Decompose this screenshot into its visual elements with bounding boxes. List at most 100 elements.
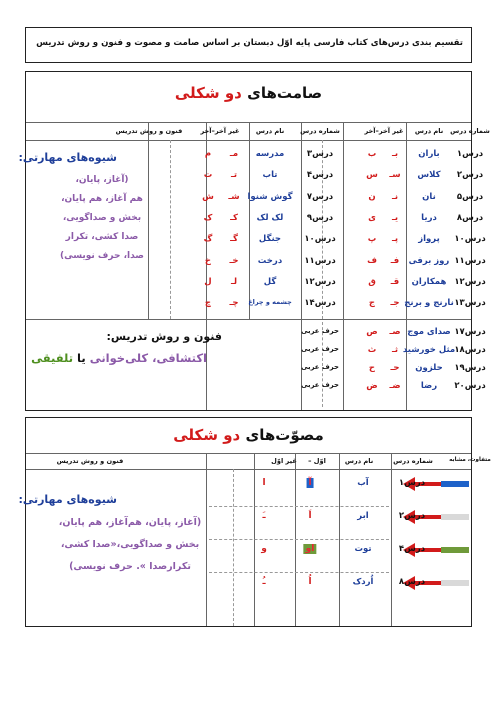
consonant-form-nonfinal: بـ bbox=[391, 149, 399, 159]
consonant-lesson-number: درس۱۸ bbox=[454, 345, 486, 355]
consonant-skill-line: هم آغاز، هم پایان، bbox=[61, 194, 143, 204]
consonant-header: شماره درس bbox=[300, 127, 340, 135]
vowels-title: مصوّت‌های دو شکلی bbox=[26, 426, 471, 444]
consonant-lesson-number: درس۸ bbox=[456, 212, 484, 223]
consonant-form-final: گ bbox=[203, 234, 213, 245]
consonant-form-nonfinal: شـ bbox=[228, 191, 240, 202]
vowel-form-first: اُ bbox=[308, 577, 312, 587]
page-title: تقسیم بندی درس‌های کتاب فارسی پایه اوّل … bbox=[36, 38, 463, 48]
method-part2: یا bbox=[77, 351, 86, 365]
consonant-form-nonfinal: نـ bbox=[391, 191, 399, 202]
consonant-lesson-name: چشمه و چراغ bbox=[248, 298, 292, 307]
consonant-lesson-name: نارنج و برنج bbox=[404, 298, 454, 309]
vowel-form-other: ـَ bbox=[262, 511, 266, 521]
vowel-lesson-name: اُردک bbox=[352, 577, 374, 587]
consonant-form-nonfinal: ثـ bbox=[391, 345, 399, 355]
consonant-form-final: م bbox=[204, 149, 212, 159]
consonant-header: نام درس bbox=[414, 127, 444, 135]
vowels-section: مصوّت‌های دو شکلی bbox=[25, 417, 472, 627]
consonants-title-part2: دو شکلی bbox=[174, 84, 242, 102]
consonant-lesson-name: نان bbox=[422, 191, 436, 202]
consonant-lesson-number: درس۷ bbox=[306, 191, 334, 202]
vowel-lesson-number: درس۴ bbox=[398, 544, 426, 554]
consonant-form-nonfinal: چـ bbox=[229, 298, 239, 309]
consonant-lesson-name: رضا bbox=[420, 381, 438, 391]
vowel-color-bar bbox=[441, 481, 469, 487]
consonant-lesson-name: باران bbox=[418, 149, 440, 159]
arrow-left-icon bbox=[403, 543, 469, 557]
vowel-lesson-number: درس۲ bbox=[398, 511, 426, 521]
vowel-form-other: ـُ bbox=[262, 577, 266, 587]
consonant-lesson-name: کلاس bbox=[417, 170, 441, 181]
consonant-lesson-name: پرواز bbox=[418, 234, 440, 245]
consonant-lesson-number: درس۱ bbox=[456, 149, 484, 159]
consonant-lesson-number: درس۱۱ bbox=[304, 255, 336, 266]
arabic-letter-label: حرف عربی bbox=[301, 345, 339, 353]
vowel-lesson-name: توت bbox=[354, 544, 372, 554]
vowel-skills-title: شیوه‌های مهارتی: bbox=[18, 493, 117, 506]
consonant-lesson-name: گل bbox=[263, 276, 277, 287]
arabic-letter-label: حرف عربی bbox=[301, 381, 339, 389]
consonant-lesson-number: درس۲۰ bbox=[454, 381, 486, 391]
consonant-lesson-name: تاب bbox=[262, 170, 278, 181]
vowel-skill-line: (آغاز، پایان، هم‌آغاز، هم پایان، bbox=[58, 517, 202, 528]
consonant-form-nonfinal: جـ bbox=[390, 298, 400, 309]
consonant-form-nonfinal: پـ bbox=[391, 234, 399, 245]
consonant-lesson-name: دریا bbox=[421, 212, 437, 223]
consonant-form-nonfinal: حـ bbox=[390, 363, 400, 373]
consonant-form-final: ح bbox=[368, 363, 376, 373]
consonant-form-nonfinal: صـ bbox=[389, 327, 401, 337]
method-part1: اکتشافی، کلی‌خوانی bbox=[89, 351, 207, 365]
vowels-title-part2: دو شکلی bbox=[173, 426, 241, 444]
consonant-form-nonfinal: گـ bbox=[230, 234, 238, 245]
consonant-lesson-name: حلزون bbox=[415, 363, 443, 373]
consonant-header: شماره درس bbox=[450, 127, 490, 135]
consonant-form-final: خ bbox=[204, 255, 212, 266]
arrow-left-icon bbox=[403, 477, 469, 491]
consonant-form-nonfinal: فـ bbox=[390, 255, 400, 266]
consonant-form-nonfinal: قـ bbox=[390, 276, 400, 287]
consonant-form-final: ج bbox=[368, 298, 376, 309]
consonant-lesson-name: مثل خورشید bbox=[402, 345, 456, 355]
consonant-lesson-name: درخت bbox=[257, 255, 283, 266]
vowel-header: فنون و روش تدریس bbox=[56, 457, 124, 465]
consonant-form-nonfinal: ضـ bbox=[389, 381, 401, 391]
consonant-lesson-number: درس۹ bbox=[306, 212, 334, 223]
consonant-form-final: ن bbox=[368, 191, 376, 202]
consonant-lesson-name: روز برفی bbox=[408, 255, 450, 266]
consonant-lesson-name: گوش شنوا bbox=[247, 191, 293, 202]
consonant-header: غیر آخر–آخر bbox=[200, 127, 240, 135]
consonant-lesson-number: درس۱۹ bbox=[454, 363, 486, 373]
method-title: فنون و روش تدریس: bbox=[106, 330, 222, 343]
consonant-lesson-number: درس۱۰ bbox=[454, 234, 486, 245]
consonant-form-final: پ bbox=[367, 234, 377, 245]
vowel-color-bar bbox=[441, 547, 469, 553]
page-title-box: تقسیم بندی درس‌های کتاب فارسی پایه اوّل … bbox=[25, 27, 472, 63]
arrow-left-icon bbox=[403, 576, 469, 590]
consonant-skill-line: (آغاز، پایان، bbox=[75, 175, 129, 185]
vowel-header: غیر اوّل bbox=[271, 457, 297, 465]
consonant-lesson-number: درس۱۷ bbox=[454, 327, 486, 337]
consonant-form-final: ث bbox=[367, 345, 377, 355]
consonant-lesson-number: درس۴ bbox=[306, 170, 334, 181]
consonant-lesson-name: صدای موج bbox=[407, 327, 451, 337]
consonant-form-final: س bbox=[366, 170, 378, 181]
vowel-form-first: او bbox=[303, 544, 317, 554]
consonant-header: فنون و روش تدریس bbox=[115, 127, 183, 135]
consonant-header: غیر آخر–آخر bbox=[364, 127, 404, 135]
consonant-skill-line: بخش و صداگویی، bbox=[62, 213, 142, 223]
arrow-left-icon bbox=[403, 510, 469, 524]
vowels-title-part1: مصوّت‌های bbox=[245, 426, 324, 444]
method-line: اکتشافی، کلی‌خوانی یا تلفیقی bbox=[31, 351, 207, 365]
consonant-lesson-number: درس۳ bbox=[306, 149, 334, 159]
consonant-form-final: ف bbox=[367, 255, 377, 266]
consonant-lesson-number: درس۱۲ bbox=[304, 276, 336, 287]
consonant-form-final: ل bbox=[204, 276, 212, 287]
consonant-lesson-number: درس۱۴ bbox=[304, 298, 336, 309]
consonant-form-nonfinal: لـ bbox=[230, 276, 238, 287]
consonant-form-final: ص bbox=[366, 327, 378, 337]
consonant-skill-line: صدا، حرف نویسی) bbox=[60, 251, 144, 261]
consonant-form-nonfinal: مـ bbox=[229, 149, 239, 159]
consonant-form-nonfinal: یـ bbox=[391, 212, 399, 223]
consonant-form-nonfinal: تـ bbox=[230, 170, 238, 181]
